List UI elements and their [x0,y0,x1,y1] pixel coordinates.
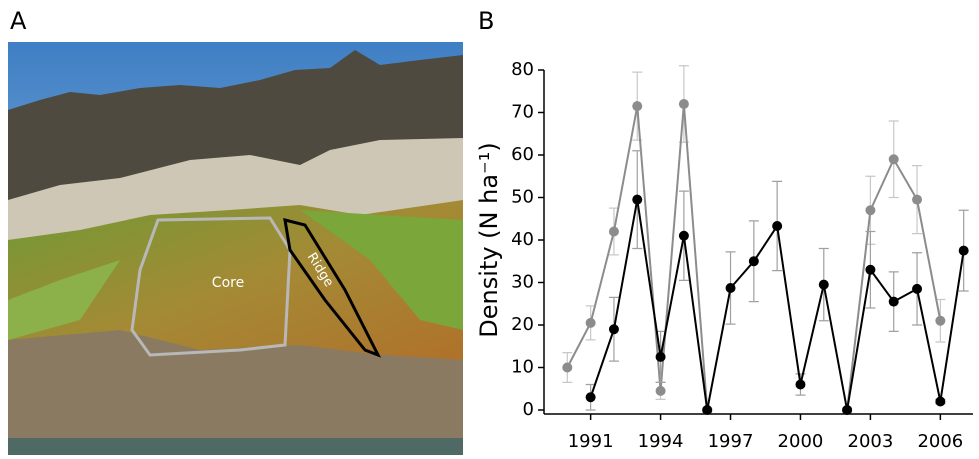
region-label: Core [212,275,244,291]
data-point [608,324,619,335]
data-point [632,194,643,205]
y-tick-label: 70 [511,102,534,123]
photo [8,42,463,455]
y-tick-label: 60 [511,144,534,165]
x-tick-label: 1991 [568,431,614,452]
x-tick-label: 1997 [708,431,754,452]
y-tick-label: 0 [523,399,534,420]
data-point [795,379,806,390]
data-point [818,279,829,290]
data-point [865,264,876,275]
data-point [632,101,643,112]
data-point [748,256,759,267]
data-point [888,154,899,165]
y-tick-label: 30 [511,272,534,293]
y-axis-title: Density (N ha⁻¹) [475,142,503,337]
panel-label: B [478,7,494,35]
data-point [772,220,783,231]
data-point [702,405,713,415]
x-tick-label: 2006 [917,431,963,452]
x-tick-label: 2000 [778,431,824,452]
y-tick-label: 10 [511,357,534,378]
data-point [842,405,853,415]
data-point [655,385,666,396]
data-point [562,362,573,373]
y-tick-label: 50 [511,187,534,208]
data-point [935,315,946,326]
y-tick-label: 40 [511,229,534,250]
x-tick-label: 2003 [848,431,894,452]
panel-label: A [10,7,27,35]
data-point [608,226,619,237]
data-point [935,396,946,407]
data-point [678,99,689,109]
x-tick-label: 1994 [638,431,684,452]
data-point [585,317,596,328]
data-point [655,351,666,362]
data-point [585,392,596,403]
data-point [912,194,923,205]
data-point [912,283,923,294]
data-point [865,205,876,216]
data-point [958,245,969,256]
data-point [678,230,689,241]
y-tick-label: 20 [511,314,534,335]
data-point [725,283,736,294]
data-point [888,296,899,307]
y-tick-label: 80 [511,59,534,80]
